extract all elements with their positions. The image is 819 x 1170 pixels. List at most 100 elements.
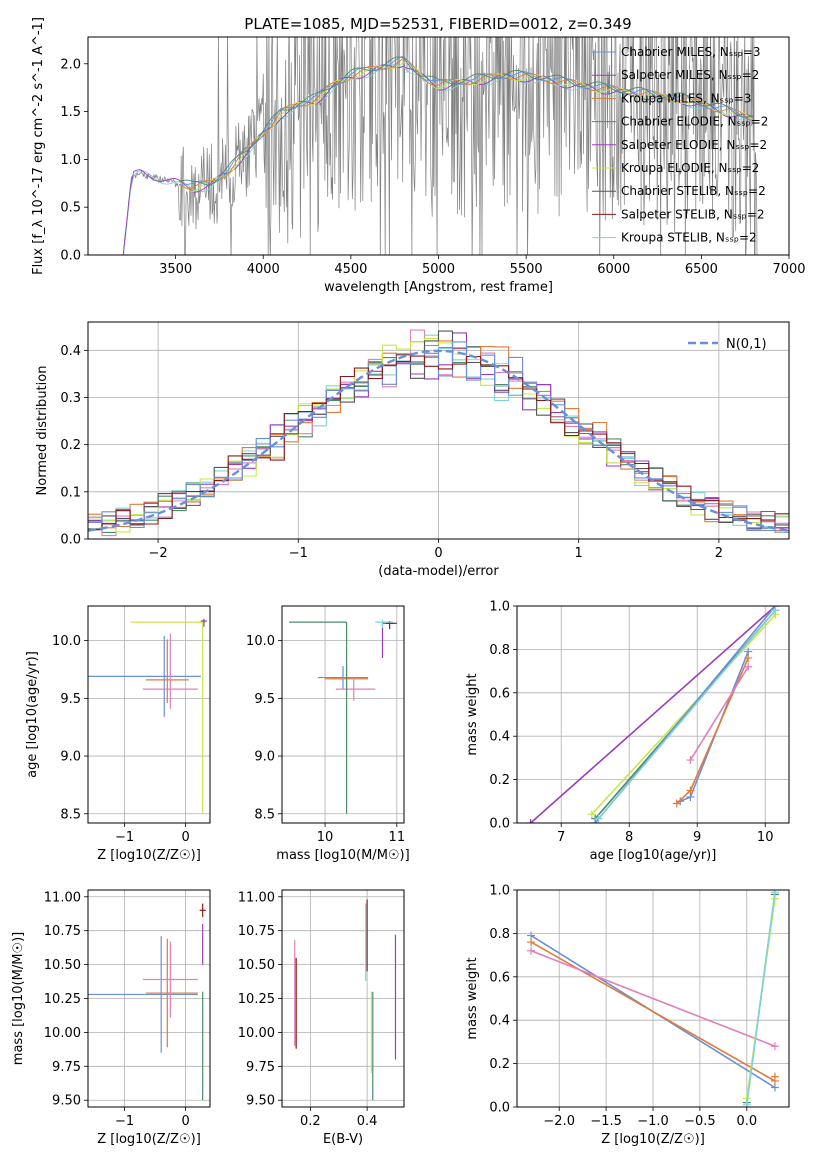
y-tick-label: 0.2 [489, 1057, 510, 1072]
y-tick-label: 10.00 [44, 1026, 81, 1041]
x-tick-label: 8 [625, 830, 633, 845]
x-tick-label: 0 [181, 1114, 189, 1129]
y-tick-label: 10.75 [238, 924, 275, 939]
weight-marker [770, 1072, 779, 1081]
weight-marker [744, 654, 753, 663]
weight-marker [527, 938, 536, 947]
y-tick-label: 0.1 [60, 485, 81, 500]
weight-marker [771, 606, 780, 615]
plot-area [88, 606, 210, 823]
plot-area [517, 606, 789, 823]
legend-entry-label: Chabrier ELODIE, Nₛₛₚ=2 [621, 115, 768, 129]
y-tick-label: 9.5 [60, 692, 81, 707]
y-tick-label: 9.75 [52, 1060, 81, 1075]
axes-mass_vs_Z: −1 0 9.50 9.75 10.00 10.25 10.50 10.75 11.00 Z [l… [11, 889, 211, 1147]
plot-area [282, 606, 404, 823]
x-tick-label: −1 [289, 546, 308, 561]
weight-line-chabrier_miles [679, 651, 749, 803]
axes-mass_vs_ebv: 0.2 0.4 9.50 9.75 10.00 10.25 10.50 10.75 11.00 E… [238, 889, 405, 1147]
y-tick-label: 0.4 [60, 344, 81, 359]
y-tick-label: 0.6 [489, 686, 510, 701]
axes-spectrum: 3500 4000 4500 5000 5500 6000 6500 7000 0.0 0.5 1.… [31, 17, 806, 295]
weight-line-pink [530, 950, 776, 1047]
weight-line-kroupa_miles [530, 941, 776, 1082]
weight-line-kroupa_stelib [746, 892, 776, 1105]
y-tick-label: 10.50 [44, 958, 81, 973]
y-tick-label: 0.4 [489, 1014, 510, 1029]
y-tick-label: 8.5 [60, 807, 81, 822]
axes-frame [281, 605, 405, 824]
legend-entry-label: Salpeter ELODIE, Nₛₛₚ=2 [621, 138, 767, 152]
x-tick-label: −2 [149, 546, 168, 561]
x-tick-label: 7 [557, 830, 565, 845]
x-axis-label: E(B-V) [323, 1132, 363, 1147]
y-tick-label: 0.0 [60, 533, 81, 548]
y-axis-label: mass weight [465, 957, 480, 1039]
x-tick-label: −1.5 [590, 1114, 622, 1129]
weight-marker [594, 814, 603, 823]
y-axis-label: mass weight [465, 673, 480, 755]
y-tick-label: 0.0 [489, 1101, 510, 1116]
axes-age_vs_Z: −1 0 8.5 9.0 9.5 10.0 Z [log10(Z/Z☉)] age [log1… [25, 605, 211, 863]
x-axis-label: wavelength [Angstrom, rest frame] [324, 280, 553, 295]
y-tick-label: 9.50 [246, 1094, 275, 1109]
y-tick-label: 9.50 [52, 1094, 81, 1109]
y-tick-label: 11.00 [44, 890, 81, 905]
x-tick-label: −1 [115, 830, 134, 845]
x-tick-label: −1.0 [637, 1114, 669, 1129]
weight-marker [527, 946, 536, 955]
x-tick-label: 7000 [772, 262, 805, 277]
x-tick-label: 0 [434, 546, 442, 561]
legend-entry-label: Kroupa ELODIE, Nₛₛₚ=2 [621, 161, 759, 175]
x-tick-label: 0.4 [357, 1114, 378, 1129]
x-tick-label: −2.0 [543, 1114, 575, 1129]
weight-line-kroupa_elodie [591, 614, 776, 815]
y-tick-label: 0.0 [60, 249, 81, 264]
legend-entry-label: Salpeter MILES, Nₛₛₚ=2 [621, 68, 759, 82]
residuals-legend: N(0,1) [688, 337, 767, 352]
x-tick-label: −1 [115, 1114, 134, 1129]
weight-marker [744, 662, 753, 671]
x-tick-label: −0.5 [684, 1114, 716, 1129]
weight-marker [672, 799, 681, 808]
weight-line-salpeter_miles [530, 606, 776, 823]
plot-area [517, 890, 789, 1107]
y-tick-label: 10.25 [238, 992, 275, 1007]
y-tick-label: 1.0 [489, 884, 510, 899]
y-tick-label: 2.0 [60, 57, 81, 72]
normal-curve [88, 349, 789, 532]
x-tick-label: 5500 [510, 262, 543, 277]
weight-marker [742, 1100, 751, 1107]
axes-layer: 3500 4000 4500 5000 5500 6000 6500 70000.00.51.… [11, 17, 806, 1147]
axes-residuals: −2 −1 0 1 2 0.0 0.1 0.2 0.3 0.4 (data-model)/error… [35, 321, 790, 579]
x-tick-label: 6000 [597, 262, 630, 277]
weight-marker [770, 890, 779, 897]
axes-weight_vs_age: 7 8 9 10 0.0 0.2 0.4 0.6 0.8 1.0 age [log10(age/yr… [465, 600, 790, 863]
legend-entry-label: Kroupa MILES, Nₛₛₚ=3 [621, 91, 751, 105]
figure-title: PLATE=1085, MJD=52531, FIBERID=0012, z=0… [244, 15, 631, 33]
plot-area [282, 890, 404, 1107]
weight-line-kroupa_stelib [597, 609, 777, 820]
plot-area [122, 37, 758, 255]
x-tick-label: 6500 [685, 262, 718, 277]
y-tick-label: 9.5 [254, 692, 275, 707]
spectrum-model-kroupa_miles [178, 57, 755, 189]
spectrum-model-chabrier_elodie [179, 56, 755, 186]
axes-frame [87, 605, 211, 824]
plot-area [88, 322, 789, 539]
spectrum-legend: Chabrier MILES, Nₛₛₚ=3 Salpeter MILES, Nₛ… [592, 45, 768, 245]
weight-line-pink [689, 666, 749, 761]
y-tick-label: 10.25 [44, 992, 81, 1007]
histogram-step-chabrier_miles [88, 341, 789, 533]
x-tick-label: 1 [575, 546, 583, 561]
x-tick-label: 10 [757, 830, 774, 845]
y-tick-label: 1.0 [489, 600, 510, 615]
y-axis-label: Normed distribution [35, 366, 50, 496]
y-tick-label: 0.4 [489, 730, 510, 745]
plot-area [88, 890, 210, 1107]
y-tick-label: 0.0 [489, 817, 510, 832]
y-tick-label: 0.5 [60, 201, 81, 216]
x-tick-label: 0 [181, 830, 189, 845]
y-tick-label: 1.0 [60, 153, 81, 168]
